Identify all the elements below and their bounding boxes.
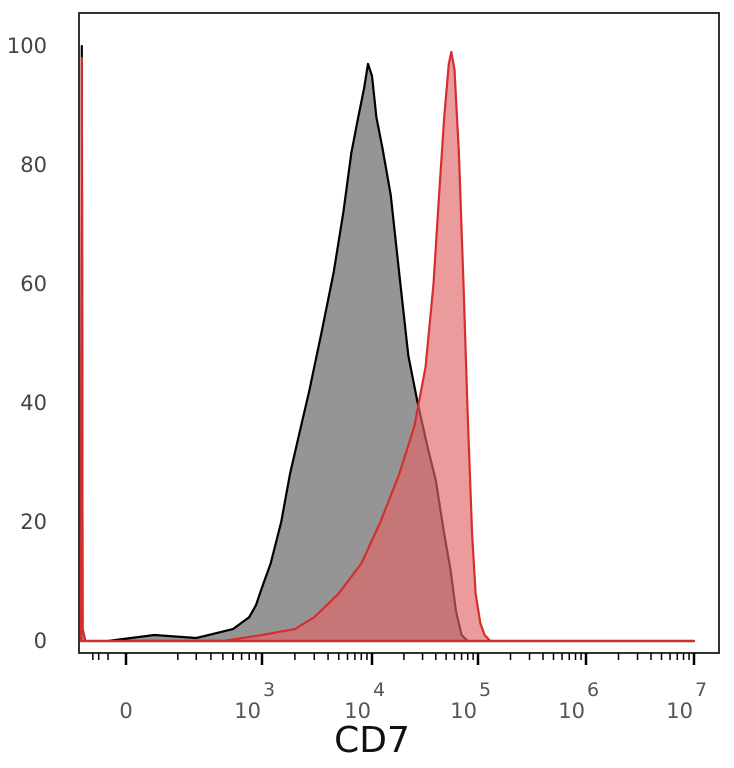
x-tick-exponent: 3: [263, 679, 275, 701]
x-tick-label-5: 105: [450, 679, 491, 723]
x-tick-label-6: 106: [558, 679, 599, 723]
y-axis: 0 20 40 60 80 100: [7, 34, 47, 653]
x-tick-label-3: 103: [234, 679, 275, 723]
x-tick-base: 10: [558, 699, 585, 723]
x-tick-base: 10: [344, 699, 371, 723]
y-tick-label-0: 0: [34, 629, 47, 653]
series-layer: [79, 44, 696, 643]
y-tick-label-80: 80: [20, 153, 47, 177]
y-tick-label-60: 60: [20, 272, 47, 296]
x-tick-exponent: 5: [479, 679, 491, 701]
x-tick-base: 10: [666, 699, 693, 723]
y-tick-label-100: 100: [7, 34, 47, 58]
y-tick-label-20: 20: [20, 510, 47, 534]
plot-frame: [78, 12, 720, 654]
x-axis-label: CD7: [334, 720, 410, 761]
x-tick-exponent: 6: [587, 679, 599, 701]
x-tick-label-4: 104: [344, 679, 385, 723]
x-tick-base: 10: [234, 699, 261, 723]
histogram-series-2: [79, 50, 696, 643]
x-tick-label-0: 0: [119, 699, 132, 723]
x-tick-exponent: 7: [695, 679, 707, 701]
x-tick-base: 10: [450, 699, 477, 723]
y-tick-label-40: 40: [20, 391, 47, 415]
x-tick-exponent: 4: [373, 679, 385, 701]
x-tick-base: 0: [119, 699, 132, 723]
x-tick-label-7: 107: [666, 679, 707, 723]
